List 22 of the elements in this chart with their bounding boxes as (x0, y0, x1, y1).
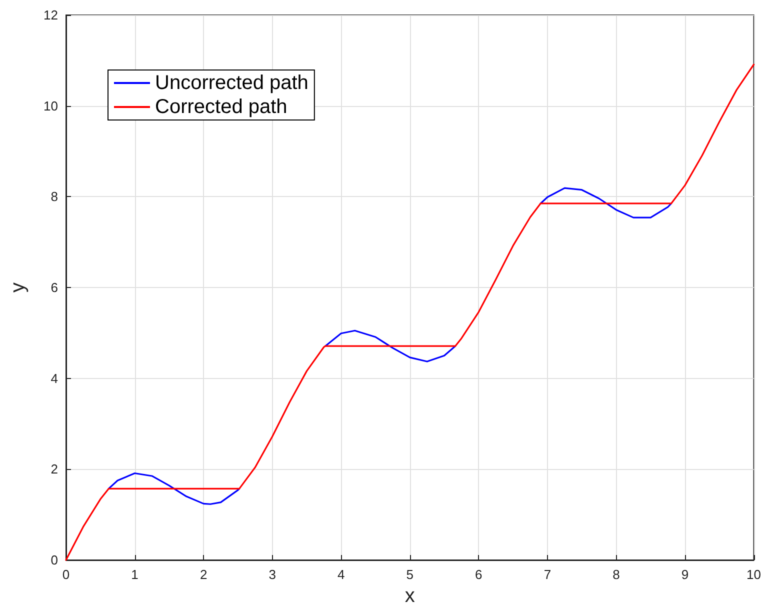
y-tick-label: 6 (50, 280, 58, 295)
y-axis-title: y (7, 282, 29, 292)
x-tick-label: 1 (131, 567, 138, 582)
y-tick-label: 0 (50, 552, 58, 568)
y-tick-label: 8 (50, 189, 58, 204)
x-tick-label: 6 (475, 567, 482, 582)
x-tick-label: 4 (337, 567, 345, 582)
x-tick-label: 10 (746, 567, 762, 582)
x-tick-label: 5 (406, 567, 414, 582)
x-tick-label: 8 (612, 567, 620, 582)
legend-label: Uncorrected path (155, 72, 308, 94)
x-tick-label: 0 (62, 567, 70, 582)
x-tick-label: 9 (681, 567, 689, 582)
x-tick-label: 2 (200, 567, 208, 582)
y-tick-label: 2 (50, 462, 58, 477)
y-tick-label: 10 (44, 98, 58, 114)
y-tick-label: 12 (44, 8, 58, 22)
legend-label: Corrected path (155, 96, 288, 118)
x-tick-label: 7 (544, 567, 552, 582)
x-axis-title: x (404, 585, 415, 607)
x-tick-label: 3 (268, 567, 276, 582)
y-tick-label: 4 (50, 370, 58, 386)
